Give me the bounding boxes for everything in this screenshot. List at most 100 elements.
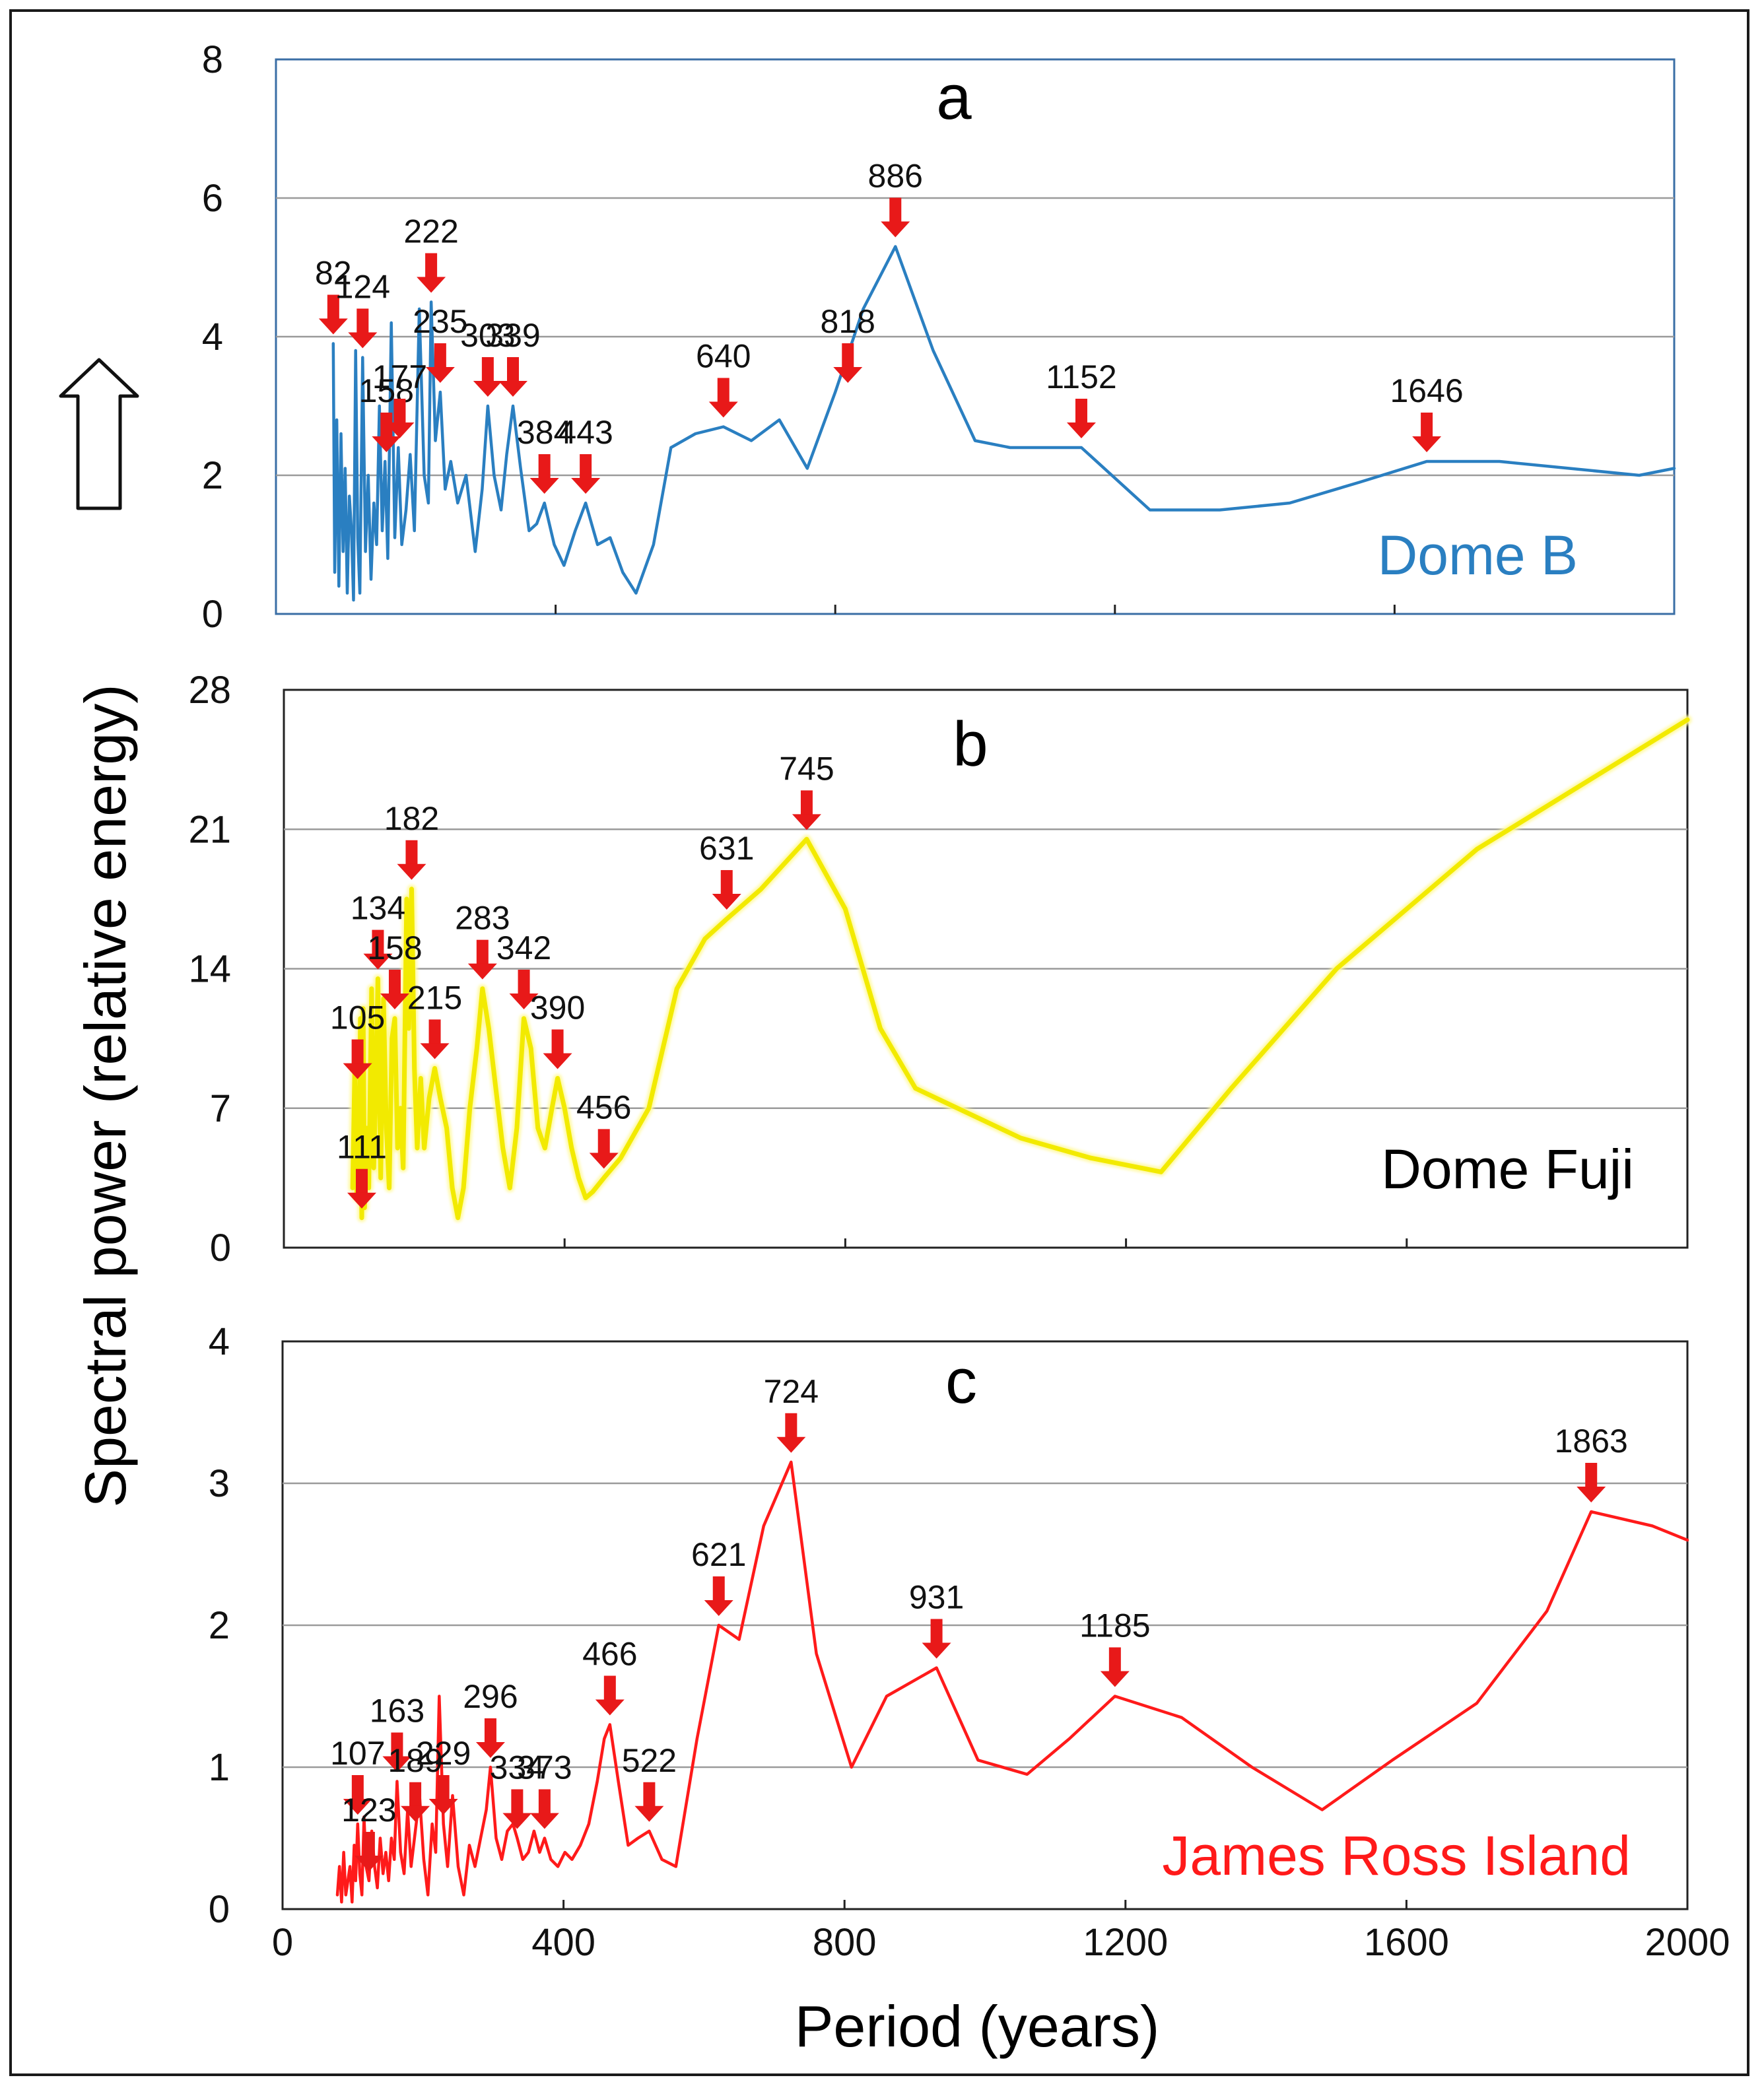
- peak-arrow-icon: [372, 413, 401, 452]
- peak-label: 158: [367, 929, 422, 966]
- panel-letter: c: [945, 1346, 977, 1417]
- peak-arrow-icon: [354, 1832, 384, 1871]
- x-tick-label: 2000: [1645, 1921, 1730, 1964]
- peak-label: 82: [315, 255, 352, 292]
- peak-arrow-icon: [467, 939, 497, 980]
- peak-arrow-icon: [425, 343, 455, 383]
- peak-arrow-icon: [382, 1732, 412, 1772]
- peak-arrow-icon: [420, 1019, 450, 1060]
- peak-arrow-icon: [475, 1718, 505, 1758]
- peak-arrow-icon: [1100, 1647, 1130, 1687]
- peak-arrow-icon: [634, 1782, 664, 1822]
- peak-label: 177: [372, 358, 427, 395]
- peak-arrow-icon: [589, 1129, 619, 1169]
- y-tick-label: 3: [209, 1462, 230, 1505]
- y-tick-label: 2: [202, 454, 223, 497]
- peak-label: 222: [403, 213, 458, 250]
- y-tick-label: 28: [188, 669, 231, 712]
- peak-label: 111: [337, 1129, 387, 1166]
- peak-label: 466: [582, 1636, 637, 1673]
- peak-arrow-icon: [708, 378, 738, 418]
- peak-label: 182: [384, 800, 439, 837]
- peak-arrow-icon: [595, 1675, 625, 1716]
- peak-label: 745: [779, 750, 834, 787]
- peak-label: 123: [341, 1792, 396, 1829]
- y-tick-label: 0: [209, 1888, 230, 1931]
- x-tick-label: 800: [813, 1921, 877, 1964]
- y-tick-label: 4: [209, 1320, 230, 1363]
- peak-label: 229: [416, 1735, 471, 1772]
- peak-label: 189: [388, 1742, 442, 1779]
- peak-arrow-icon: [401, 1782, 430, 1822]
- peak-arrow-icon: [343, 1039, 372, 1079]
- peak-arrow-icon: [881, 197, 910, 238]
- figure-frame: [9, 9, 1749, 2076]
- y-axis-label: Spectral power (relative energy): [73, 684, 138, 1507]
- x-axis-label: Period (years): [795, 1994, 1160, 2059]
- peak-arrow-icon: [792, 790, 821, 830]
- peak-label: 283: [455, 900, 510, 937]
- peak-label: 1152: [1046, 358, 1117, 395]
- x-tick-label: 1600: [1364, 1921, 1449, 1964]
- peak-arrow-icon: [571, 454, 601, 494]
- peak-arrow-icon: [704, 1576, 733, 1616]
- y-tick-label: 6: [202, 177, 223, 220]
- y-tick-label: 8: [202, 38, 223, 81]
- x-tick-label: 400: [531, 1921, 595, 1964]
- peak-label: 339: [485, 317, 540, 354]
- panel-a: 0246882124158177222235303339384443640818…: [202, 38, 1676, 636]
- peak-arrow-icon: [712, 870, 741, 910]
- peak-label: 631: [699, 830, 754, 867]
- peak-label: 640: [696, 338, 751, 375]
- peak-label: 456: [576, 1089, 631, 1126]
- peak-arrow-icon: [363, 929, 393, 970]
- peak-label: 303: [460, 317, 515, 354]
- y-tick-label: 14: [188, 948, 231, 991]
- peak-label: 621: [691, 1536, 746, 1573]
- peak-label: 1646: [1390, 372, 1463, 409]
- peak-label: 443: [558, 414, 613, 451]
- peak-arrow-icon: [380, 969, 409, 1009]
- peak-label: 373: [517, 1749, 572, 1786]
- peak-arrow-icon: [529, 454, 559, 494]
- peak-arrow-icon: [922, 1619, 951, 1659]
- peak-label: 105: [330, 999, 385, 1036]
- peak-arrow-icon: [473, 357, 502, 397]
- peak-label: 1863: [1555, 1423, 1628, 1460]
- y-tick-label: 0: [202, 593, 223, 636]
- peak-arrow-icon: [417, 253, 446, 293]
- y-tick-label: 21: [188, 808, 231, 851]
- peak-label: 818: [821, 303, 875, 340]
- peak-arrow-icon: [529, 1789, 559, 1829]
- peak-label: 235: [413, 303, 467, 340]
- peak-arrow-icon: [385, 399, 415, 438]
- peak-arrow-icon: [833, 343, 863, 383]
- site-label: Dome Fuji: [1381, 1138, 1634, 1200]
- x-tick-label: 0: [272, 1921, 293, 1964]
- y-tick-label: 2: [209, 1604, 230, 1647]
- series-line-dome-b: [331, 245, 1676, 602]
- peak-label: 163: [370, 1693, 424, 1730]
- y-tick-label: 0: [210, 1227, 231, 1269]
- peak-arrow-icon: [498, 357, 528, 397]
- peak-label: 724: [764, 1373, 819, 1410]
- y-tick-label: 4: [202, 316, 223, 358]
- y-tick-label: 7: [210, 1087, 231, 1130]
- peak-arrow-icon: [509, 969, 539, 1009]
- site-label: Dome B: [1378, 524, 1578, 586]
- x-tick-label: 1200: [1083, 1921, 1168, 1964]
- peak-arrow-icon: [397, 840, 426, 880]
- peak-arrow-icon: [428, 1775, 458, 1815]
- site-label: James Ross Island: [1162, 1825, 1631, 1887]
- peak-arrow-icon: [347, 1168, 376, 1209]
- peak-arrow-icon: [343, 1775, 372, 1815]
- increase-arrow-icon: [59, 358, 139, 510]
- peak-label: 124: [335, 269, 390, 306]
- peak-arrow-icon: [1412, 413, 1442, 452]
- peak-label: 384: [517, 414, 572, 451]
- series-line-dome-fuji: [350, 717, 1690, 1221]
- peak-label: 886: [868, 158, 923, 195]
